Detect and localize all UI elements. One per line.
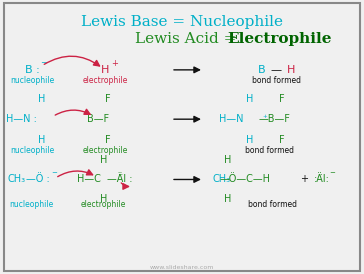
Text: Electrophile: Electrophile [228,32,332,45]
Text: —Ö :: —Ö : [26,175,50,184]
Text: electrophile: electrophile [83,76,128,85]
Text: bond formed: bond formed [252,76,301,85]
Text: nucleophile: nucleophile [11,76,55,85]
Text: H—N :: H—N : [7,114,37,124]
Text: B: B [258,65,266,75]
Text: H: H [246,94,253,104]
Text: H: H [224,194,231,204]
Text: Lewis Base = Nucleophile: Lewis Base = Nucleophile [81,15,283,29]
Text: —Ö—C—H: —Ö—C—H [219,175,270,184]
Text: F: F [279,135,285,145]
Text: www.slideshare.com: www.slideshare.com [150,265,214,270]
Text: H: H [287,65,296,75]
Text: −: − [40,59,47,67]
Text: Lewis Acid =: Lewis Acid = [135,32,241,45]
Text: F: F [279,94,285,104]
Text: electrophile: electrophile [81,200,126,209]
Text: H: H [246,135,253,145]
Text: H: H [224,155,231,165]
Text: B :: B : [25,65,40,75]
Text: electrophile: electrophile [83,146,128,155]
Text: H—C: H—C [77,175,101,184]
Text: H: H [38,135,46,145]
Text: −: − [329,170,335,176]
Text: F: F [104,135,110,145]
Text: CH₃: CH₃ [7,175,25,184]
Text: bond formed: bond formed [245,146,294,155]
Text: B—F: B—F [87,114,109,124]
Text: +: + [300,175,308,184]
Text: —Ä̈l :: —Ä̈l : [107,175,133,184]
Text: +: + [111,59,118,67]
Text: H: H [38,94,46,104]
Text: H: H [100,194,107,204]
Text: +: + [262,115,267,119]
Text: nucleophile: nucleophile [11,146,55,155]
Text: CH₃: CH₃ [212,175,230,184]
Text: —: — [270,65,281,75]
Text: H—N: H—N [219,114,244,124]
Text: H: H [100,155,107,165]
Text: bond formed: bond formed [249,200,297,209]
Text: −: − [51,170,57,176]
Text: nucleophile: nucleophile [9,200,53,209]
Text: —B—F: —B—F [259,114,291,124]
Text: H: H [101,65,110,75]
Text: :Ä̈l:: :Ä̈l: [314,175,330,184]
Text: F: F [104,94,110,104]
FancyBboxPatch shape [4,3,360,271]
